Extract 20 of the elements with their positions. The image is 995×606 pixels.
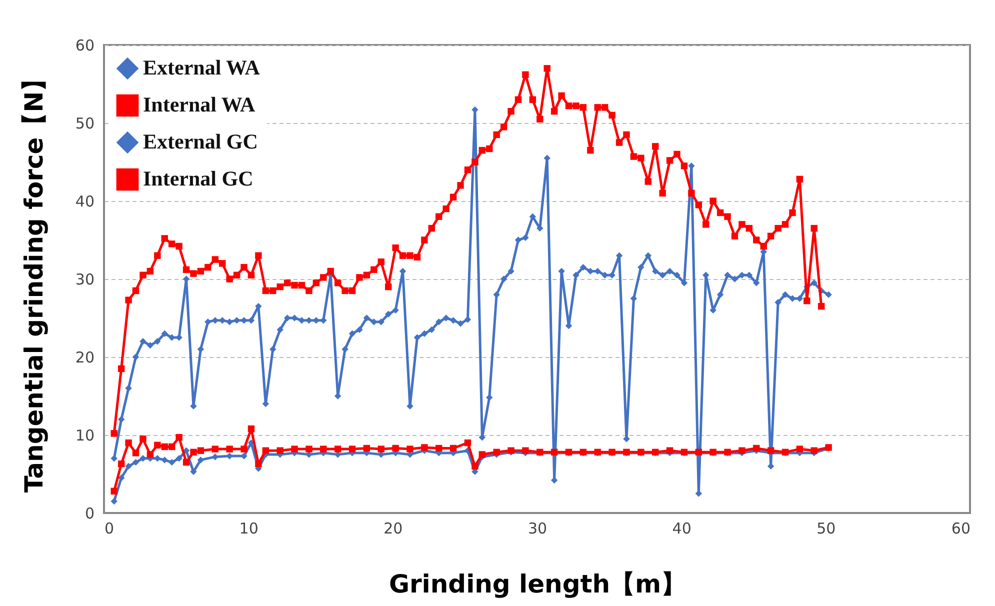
y-tick-label: 10 bbox=[75, 426, 94, 444]
legend-label: Internal GC bbox=[143, 166, 254, 190]
legend-label: Internal WA bbox=[143, 92, 256, 116]
y-tick-label: 0 bbox=[84, 504, 94, 522]
legend-label: External GC bbox=[143, 130, 258, 154]
y-tick-label: 30 bbox=[75, 270, 94, 288]
x-tick-label: 30 bbox=[528, 520, 548, 538]
y-tick-label: 40 bbox=[75, 192, 94, 210]
y-tick-label: 50 bbox=[75, 114, 94, 132]
x-tick-label: 50 bbox=[816, 520, 836, 538]
legend-label: External WA bbox=[143, 56, 261, 80]
x-tick-label: 40 bbox=[672, 520, 692, 538]
x-tick-label: 20 bbox=[384, 520, 403, 538]
y-tick-label: 60 bbox=[75, 36, 94, 54]
x-tick-label: 60 bbox=[951, 520, 970, 538]
x-axis-title: Grinding length【m】 bbox=[388, 570, 686, 598]
y-tick-label: 20 bbox=[75, 348, 94, 366]
y-axis-title: Tangential grinding force【N】 bbox=[19, 66, 48, 493]
x-tick-label: 0 bbox=[104, 520, 114, 538]
x-tick-label: 10 bbox=[239, 520, 258, 538]
